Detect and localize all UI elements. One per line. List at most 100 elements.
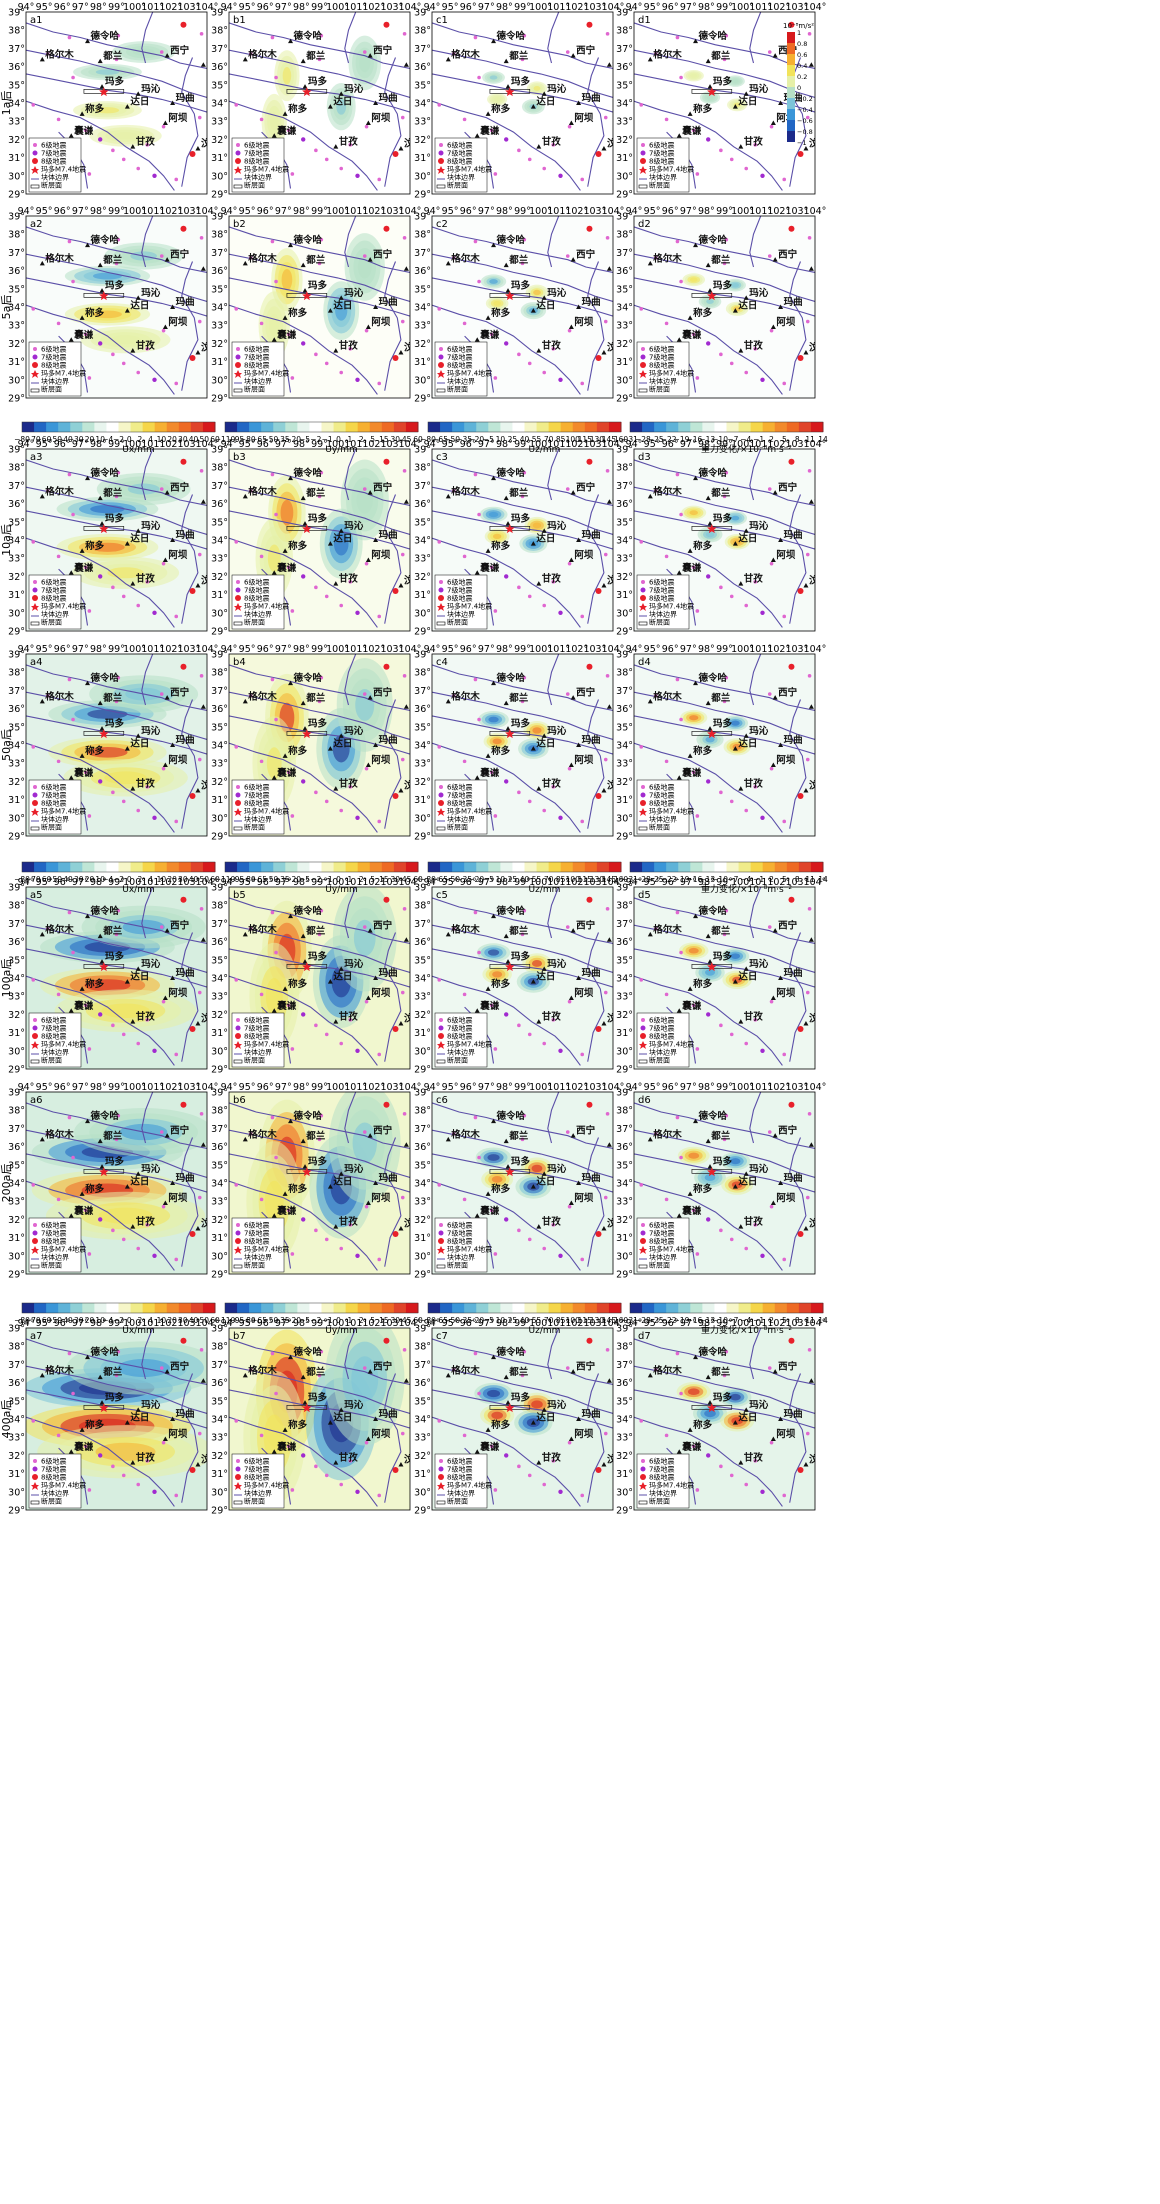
legend-box xyxy=(434,574,488,630)
lat-tick-label: 31° xyxy=(414,1028,431,1039)
lon-tick-label: 104° xyxy=(804,206,827,217)
city-marker xyxy=(333,786,339,791)
colorbar-cell xyxy=(666,422,679,432)
city-marker xyxy=(505,1164,511,1169)
legend-entry: 断层面 xyxy=(649,1056,670,1065)
block-boundary xyxy=(344,449,357,501)
earthquake-dot xyxy=(199,469,204,473)
city-label: 德令哈 xyxy=(91,30,120,42)
lat-tick-label: 29° xyxy=(8,1506,25,1517)
lon-tick-label: 100° xyxy=(326,877,349,888)
city-label: 达日 xyxy=(738,1412,757,1424)
colorbar-tick-label: 2 xyxy=(359,875,364,884)
colorbar-tick-label: −5 xyxy=(483,875,494,884)
city-label: 玛沁 xyxy=(141,287,161,299)
contour-band xyxy=(705,736,715,743)
earthquake-dot xyxy=(71,279,75,284)
earthquake-dot xyxy=(782,1257,787,1262)
colorbar: −80−65−50−35−20−5 10 25 40 55 70 85 10011513014… xyxy=(420,861,628,895)
lat-tick-label: 35° xyxy=(211,284,228,295)
block-boundary xyxy=(432,1389,613,1429)
lat-tick-label: 39° xyxy=(616,883,633,894)
city-marker xyxy=(743,966,749,971)
contour-band xyxy=(87,709,128,719)
earthquake-dot xyxy=(580,381,585,386)
city-label: 格尔木 xyxy=(653,252,682,264)
earthquake-dot xyxy=(56,321,61,326)
colorbar-cell xyxy=(750,1303,764,1313)
city-label: 西宁 xyxy=(170,482,190,494)
map-panel: 94° 95° 96° 97° 98° 99°100°101°102°103°104°39… xyxy=(211,439,421,638)
lat-tick-label: 29° xyxy=(616,1065,633,1076)
legend-entry: 7级地震 xyxy=(244,1465,269,1474)
colorbar-tick-label: −50 xyxy=(262,435,278,444)
colorbar-cell xyxy=(702,422,715,432)
earthquake-dot xyxy=(324,1032,329,1037)
earthquake-dot xyxy=(451,694,456,698)
city-label: 阿坝 xyxy=(776,549,796,561)
lon-tick-label: 103° xyxy=(583,206,606,217)
lon-tick-label: 95° xyxy=(239,644,256,655)
colorbar-row: −80−70−60−50−40−30−20−10−4 −2 0 2 4 10 20 30 40 5… xyxy=(14,861,828,895)
lon-tick-label: 96° xyxy=(460,2,477,13)
legend-fault-box xyxy=(638,826,648,831)
city-marker xyxy=(505,288,511,293)
legend-entry: 断层面 xyxy=(41,385,62,394)
lon-tick-label: 102° xyxy=(767,2,790,13)
city-label: 囊谦 xyxy=(73,125,94,137)
city-marker xyxy=(803,1226,809,1231)
earthquake-dot xyxy=(542,370,547,375)
earthquake-dot xyxy=(197,1431,202,1436)
lat-tick-label: 39° xyxy=(211,883,228,894)
block-boundary xyxy=(229,1102,410,1149)
city-marker xyxy=(570,53,576,58)
earthquake-dot xyxy=(504,341,509,346)
legend-entry: 断层面 xyxy=(244,823,265,832)
lon-tick-label: 96° xyxy=(257,644,274,655)
lon-tick-label: 96° xyxy=(257,2,274,13)
panel-label: b2 xyxy=(233,219,246,230)
legend-entry: 6级地震 xyxy=(41,783,66,792)
block-boundary xyxy=(384,261,402,391)
colorbar-tick-label: −25 xyxy=(648,435,664,444)
panel-label: b7 xyxy=(233,1331,246,1342)
lat-tick-label: 37° xyxy=(8,44,25,55)
legend-quake-symbol xyxy=(33,580,37,584)
lon-tick-label: 99° xyxy=(514,644,531,655)
earthquake-dot xyxy=(145,143,150,147)
earthquake-dot xyxy=(664,992,669,997)
lon-tick-label: 102° xyxy=(362,644,385,655)
lon-tick-label: 96° xyxy=(54,439,71,450)
lon-tick-label: 103° xyxy=(583,439,606,450)
lon-tick-label: 97° xyxy=(478,877,495,888)
legend-entry: 块体边界 xyxy=(244,377,272,386)
earthquake-dot xyxy=(807,907,812,911)
colorbar-cell xyxy=(130,862,144,872)
lat-tick-label: 36° xyxy=(414,704,431,715)
city-label: 格尔木 xyxy=(451,252,480,264)
city-marker xyxy=(200,704,206,709)
legend-star xyxy=(31,166,39,174)
city-marker xyxy=(576,1416,582,1421)
lon-tick-label: 101° xyxy=(344,644,367,655)
legend-box xyxy=(231,779,285,835)
contour-band xyxy=(729,1393,741,1401)
panel-label: d7 xyxy=(638,1331,651,1342)
legend-quake-symbol xyxy=(236,143,240,147)
lat-tick-label: 38° xyxy=(211,901,228,912)
earthquake-dot xyxy=(161,999,166,1004)
lat-tick-label: 39° xyxy=(211,1088,228,1099)
earthquake-dot xyxy=(551,347,556,351)
earthquake-dot xyxy=(493,609,498,613)
city-label: 甘孜 xyxy=(744,1011,764,1023)
earthquake-dot xyxy=(595,1466,602,1473)
city-marker xyxy=(778,100,784,105)
map-frame xyxy=(25,11,208,195)
city-marker xyxy=(647,1136,653,1142)
legend-star xyxy=(234,166,242,174)
colorbar-cell xyxy=(309,862,322,872)
earthquake-dot xyxy=(259,1197,264,1202)
